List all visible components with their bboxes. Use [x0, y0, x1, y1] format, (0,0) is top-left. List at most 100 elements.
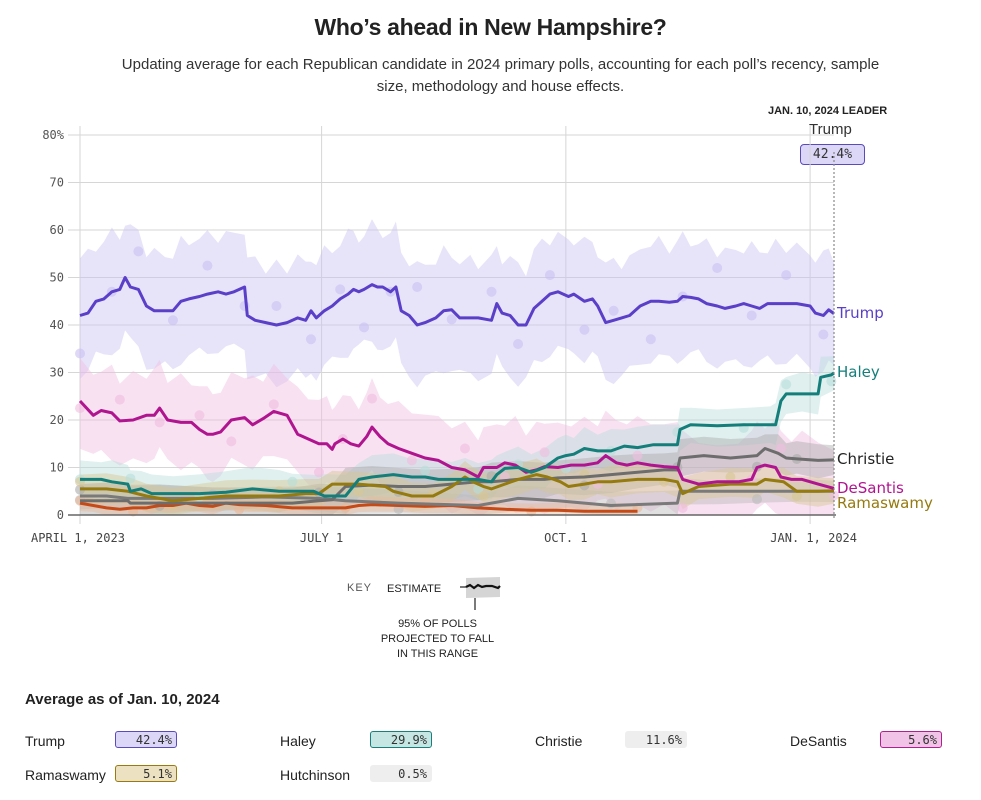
- y-tick-label: 20: [50, 413, 64, 427]
- end-label-christie: Christie: [837, 450, 894, 468]
- y-tick-label: 50: [50, 271, 64, 285]
- poll-dot-trump: [781, 270, 792, 281]
- leader-label: JAN. 10, 2024 LEADER: [768, 105, 888, 117]
- end-label-desantis: DeSantis: [837, 479, 904, 497]
- x-tick-label: JULY 1: [300, 531, 343, 545]
- poll-dot-desantis: [154, 417, 165, 428]
- poll-dot-trump: [513, 339, 524, 349]
- poll-dot-ramaswamy: [353, 486, 364, 497]
- poll-dot-trump: [544, 270, 555, 281]
- poll-dot-desantis: [539, 447, 550, 458]
- end-label-ramaswamy: Ramaswamy: [837, 494, 933, 512]
- poll-dot-desantis: [367, 393, 378, 404]
- poll-dot-other: [605, 498, 616, 509]
- band-desantis: [80, 358, 834, 515]
- poll-dot-trump: [133, 246, 144, 257]
- poll-dot-haley: [781, 379, 792, 390]
- y-tick-label: 10: [50, 461, 64, 475]
- line-ramaswamy: [80, 473, 835, 503]
- axes: 0 10 20 30 40 50 60 70 80% APRIL 1, 2023 JULY 1 OCT…: [31, 128, 857, 545]
- poll-dot-desantis: [313, 467, 324, 478]
- candidate-average-badge: 0.5%: [370, 765, 432, 782]
- key-estimate-label: ESTIMATE: [387, 583, 442, 595]
- poll-dot-desantis: [194, 410, 205, 421]
- poll-dot-trump: [202, 260, 213, 271]
- candidate-average-badge: 29.9%: [370, 731, 432, 748]
- candidate-average-badge: 11.6%: [625, 731, 687, 748]
- band-trump: [80, 219, 834, 388]
- leader-name: Trump: [809, 121, 852, 138]
- candidate-average-badge: 5.6%: [880, 731, 942, 748]
- polling-average-chart: 0 10 20 30 40 50 60 70 80% APRIL 1, 2023 JULY 1 OCT…: [31, 126, 933, 545]
- candidate-name: Haley: [280, 733, 316, 749]
- poll-dot-ramaswamy: [791, 491, 802, 501]
- poll-dot-desantis: [268, 399, 279, 410]
- poll-dot-haley: [826, 376, 837, 387]
- poll-dot-desantis: [775, 443, 786, 454]
- y-tick-label: 0: [57, 508, 64, 522]
- y-tick-label: 60: [50, 223, 64, 237]
- key-icon: [460, 577, 501, 610]
- poll-dot-desantis: [677, 502, 688, 513]
- poll-dot-trump: [746, 310, 757, 321]
- poll-dot-haley: [287, 476, 298, 487]
- series-lines: [78, 276, 835, 513]
- candidate-name: Christie: [535, 733, 583, 749]
- poll-dot-trump: [305, 334, 316, 345]
- line-desantis: [78, 399, 835, 490]
- poll-dot-trump: [712, 263, 723, 273]
- key-label: KEY: [347, 582, 373, 594]
- poll-dot-haley: [125, 473, 136, 484]
- y-tick-label: 40: [50, 318, 64, 332]
- poll-dot-trump: [359, 322, 370, 333]
- poll-dot-trump: [579, 324, 590, 335]
- line-trump: [79, 276, 835, 327]
- poll-dot-trump: [446, 314, 457, 325]
- candidate-name: Ramaswamy: [25, 767, 106, 783]
- poll-dot-trump: [486, 286, 497, 297]
- poll-dot-trump: [75, 348, 85, 359]
- poll-dot-desantis: [829, 490, 839, 501]
- key-estimate-line: [465, 583, 501, 590]
- x-tick-label: JAN. 1, 2024: [770, 531, 857, 545]
- line-haley: [80, 371, 835, 498]
- line-hutchinson: [79, 501, 638, 513]
- page-subtitle: Updating average for each Republican can…: [121, 56, 880, 95]
- end-label-haley: Haley: [837, 363, 880, 381]
- poll-dot-trump: [335, 284, 346, 295]
- poll-dot-desantis: [114, 394, 125, 405]
- poll-dot-desantis: [406, 455, 417, 466]
- poll-dot-ramaswamy: [725, 472, 736, 482]
- poll-dot-desantis: [459, 443, 470, 454]
- poll-dot-trump: [167, 315, 178, 326]
- averages-title: Average as of Jan. 10, 2024: [25, 691, 220, 708]
- poll-dot-trump: [412, 282, 423, 292]
- poll-dot-other: [752, 494, 763, 505]
- band-haley: [80, 356, 834, 515]
- y-tick-label: 30: [50, 366, 64, 380]
- candidate-name: DeSantis: [790, 733, 847, 749]
- y-tick-label: 80%: [42, 128, 64, 142]
- y-tick-label: 70: [50, 176, 64, 190]
- confidence-bands: [75, 219, 839, 517]
- candidate-average-badge: 42.4%: [115, 731, 177, 748]
- key-range-label: 95% OF POLLS PROJECTED TO FALL IN THIS R…: [380, 618, 495, 660]
- x-tick-label: OCT. 1: [544, 531, 587, 545]
- leader-value-badge: 42.4%: [800, 144, 865, 165]
- poll-dot-desantis: [632, 450, 643, 461]
- end-label-trump: Trump: [836, 304, 884, 322]
- poll-dot-trump: [608, 305, 619, 316]
- poll-dot-trump: [271, 301, 282, 311]
- poll-dot-hutchinson: [234, 504, 245, 515]
- page-title: Who’s ahead in New Hampshire?: [314, 14, 667, 40]
- grid: [68, 126, 834, 524]
- poll-dot-trump: [645, 334, 656, 345]
- candidate-name: Trump: [25, 733, 65, 749]
- poll-dot-ramaswamy: [478, 491, 489, 501]
- x-tick-label: APRIL 1, 2023: [31, 531, 125, 545]
- poll-dot-desantis: [226, 436, 237, 447]
- candidate-average-badge: 5.1%: [115, 765, 177, 782]
- poll-dot-trump: [818, 329, 829, 340]
- poll-dot-haley: [420, 465, 431, 476]
